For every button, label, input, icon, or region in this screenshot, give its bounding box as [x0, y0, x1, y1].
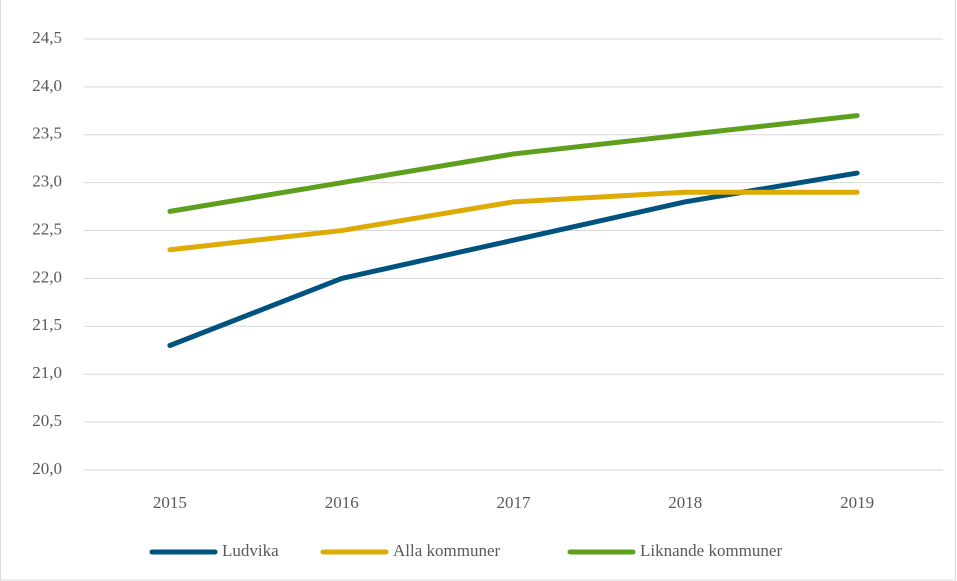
- legend-label: Alla kommuner: [393, 541, 501, 560]
- y-tick-label: 23,0: [32, 172, 62, 191]
- legend-label: Liknande kommuner: [640, 541, 782, 560]
- y-tick-label: 21,5: [32, 315, 62, 334]
- y-tick-label: 23,5: [32, 124, 62, 143]
- y-tick-label: 21,0: [32, 363, 62, 382]
- x-tick-label: 2019: [840, 493, 874, 512]
- legend-label: Ludvika: [222, 541, 279, 560]
- x-tick-label: 2015: [153, 493, 187, 512]
- series-line: [167, 113, 860, 214]
- y-tick-label: 20,0: [32, 459, 62, 478]
- x-tick-label: 2017: [497, 493, 532, 512]
- series-line: [167, 170, 860, 348]
- y-tick-label: 20,5: [32, 411, 62, 430]
- series-line: [167, 189, 860, 253]
- y-tick-label: 22,0: [32, 267, 62, 286]
- x-tick-label: 2016: [325, 493, 359, 512]
- x-tick-label: 2018: [668, 493, 702, 512]
- y-tick-label: 22,5: [32, 219, 62, 238]
- y-tick-label: 24,0: [32, 76, 62, 95]
- y-tick-label: 24,5: [32, 28, 62, 47]
